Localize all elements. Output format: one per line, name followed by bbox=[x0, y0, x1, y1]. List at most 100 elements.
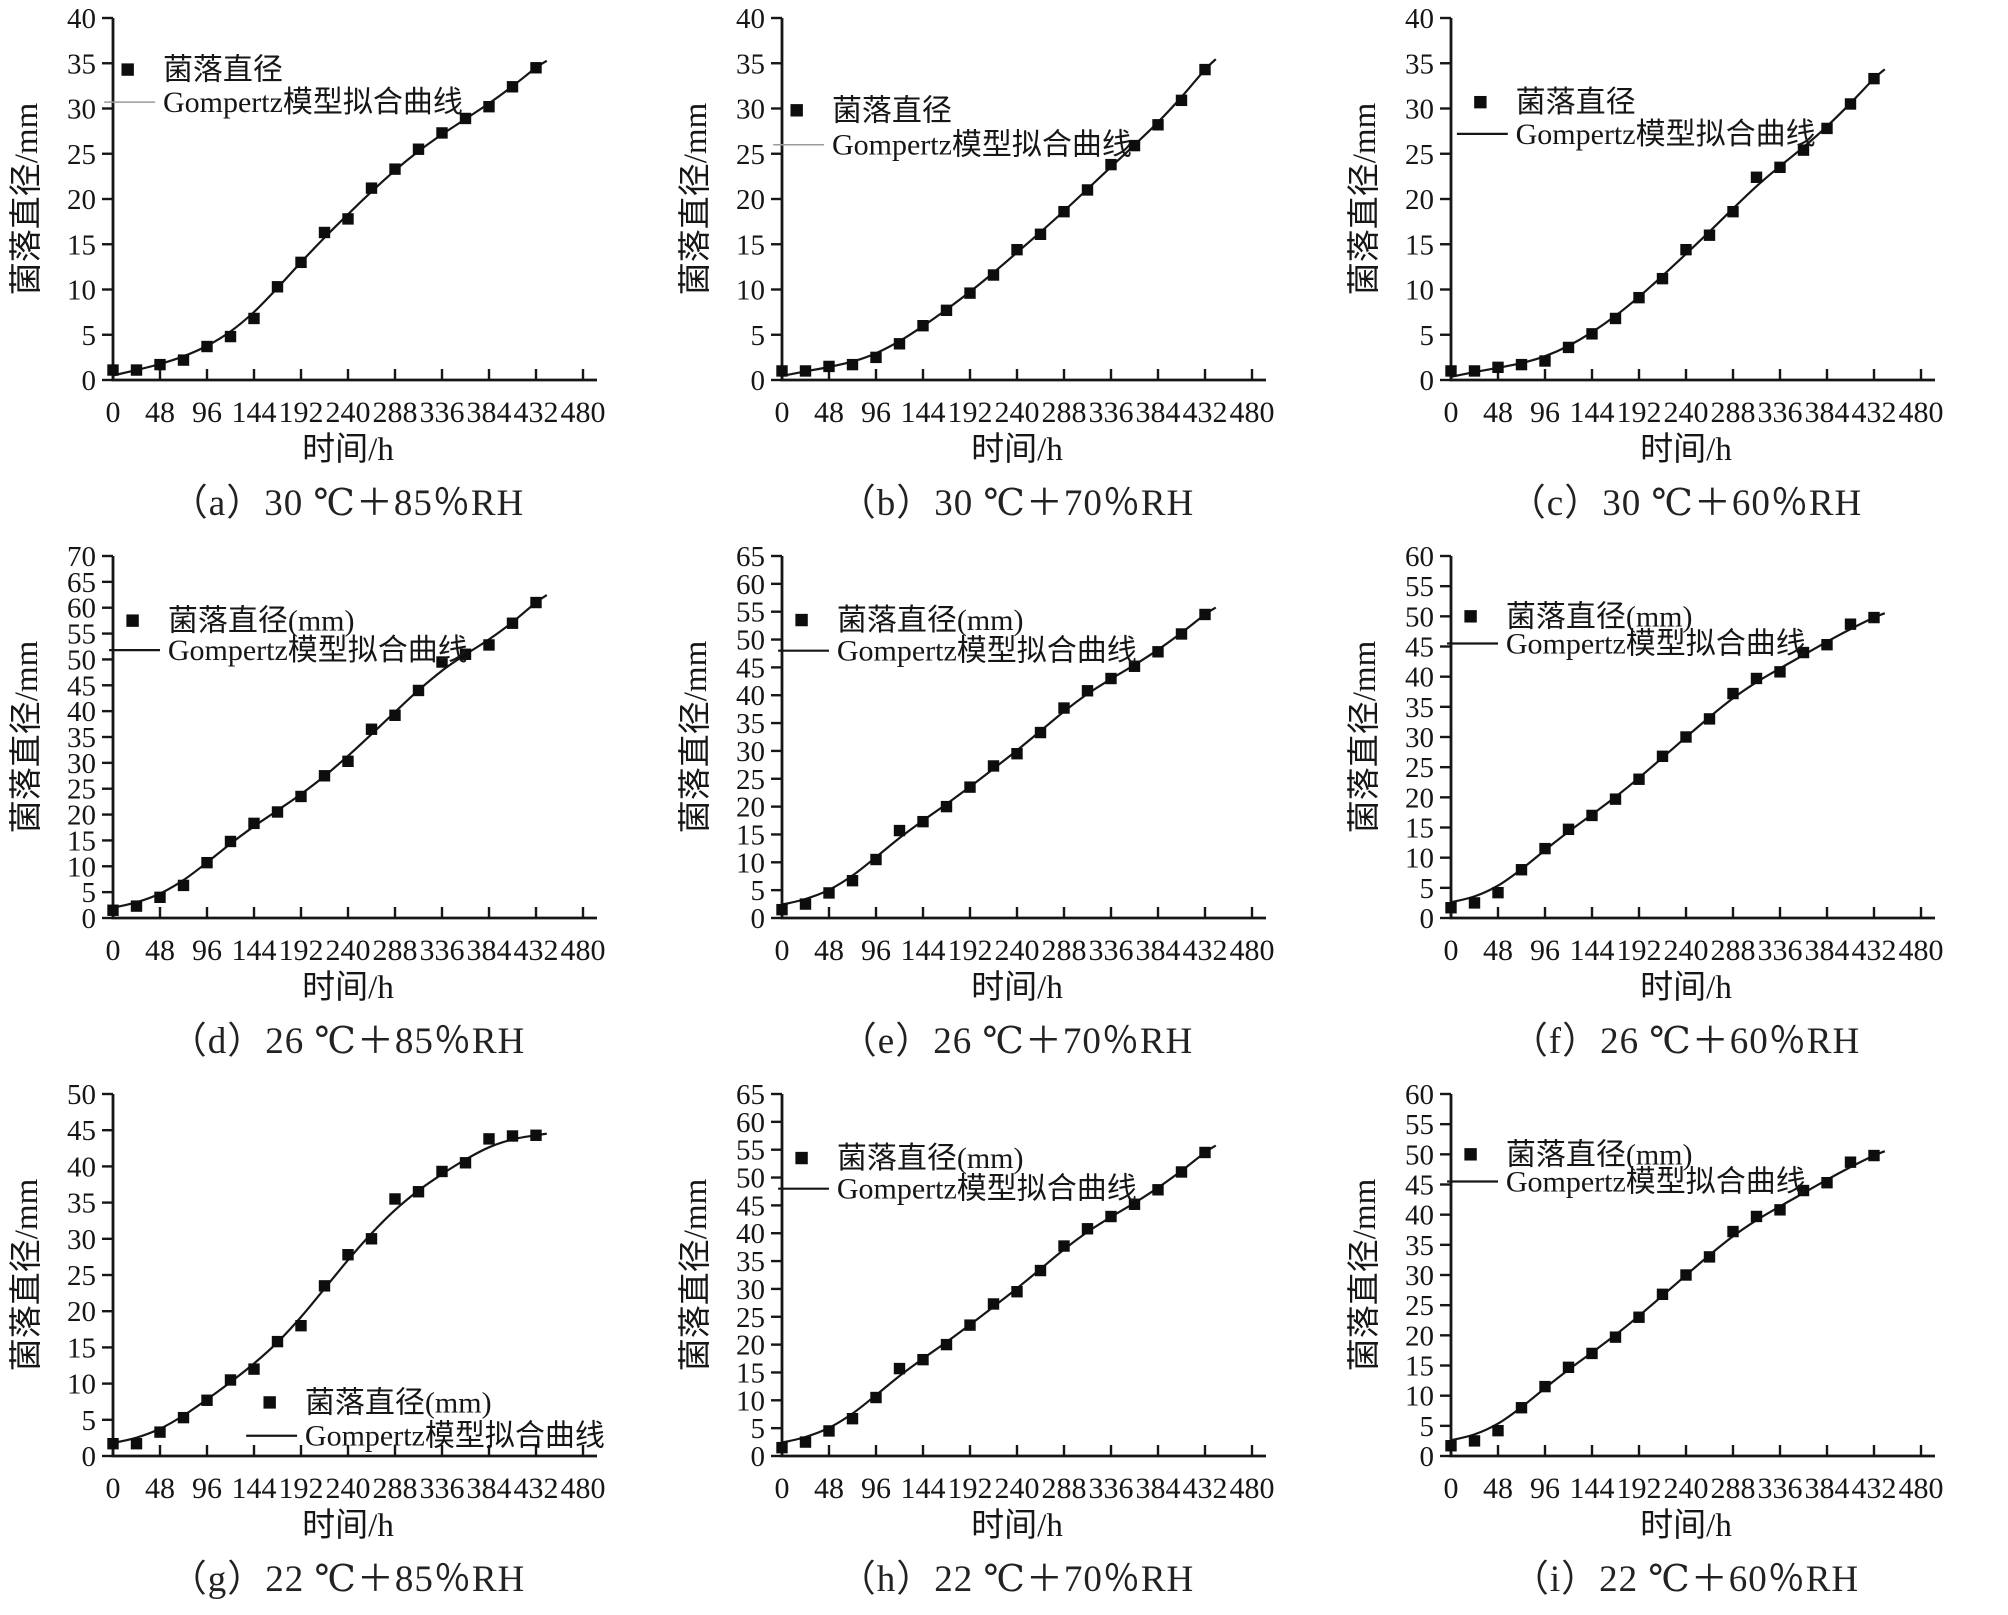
y-tick-label: 40 bbox=[67, 1151, 96, 1183]
data-point-marker bbox=[1081, 1223, 1094, 1235]
data-point-marker bbox=[412, 1186, 425, 1198]
legend-line-label: Gompertz模型拟合曲线 bbox=[832, 129, 1132, 162]
data-point-marker bbox=[1152, 119, 1164, 131]
subplot-c: 0 5 10 15 20 25 30 35 40 0 48 96 144 192 240 288 336 384 4… bbox=[1338, 0, 2007, 538]
y-tick-label: 20 bbox=[736, 1330, 765, 1362]
y-tick-label: 5 bbox=[1420, 320, 1435, 352]
data-point-marker bbox=[483, 1133, 495, 1145]
x-tick-label: 384 bbox=[1805, 396, 1850, 429]
x-tick-label: 336 bbox=[1758, 396, 1803, 429]
legend-marker-swatch bbox=[1474, 95, 1487, 109]
y-tick-label: 35 bbox=[1405, 692, 1434, 724]
x-tick-label: 240 bbox=[1664, 1472, 1709, 1505]
y-tick-label: 55 bbox=[1405, 1109, 1434, 1141]
legend: 菌落直径(mm)Gompertz模型拟合曲线 bbox=[109, 605, 468, 667]
data-point-marker bbox=[389, 163, 401, 175]
data-point-marker bbox=[846, 874, 859, 887]
x-tick-label: 96 bbox=[1530, 396, 1560, 429]
data-point-marker bbox=[271, 281, 284, 293]
y-tick-label: 30 bbox=[1405, 722, 1434, 754]
legend-marker-swatch bbox=[1464, 610, 1477, 623]
y-axis-label: 菌落直径/mm bbox=[8, 640, 45, 833]
x-tick-label: 288 bbox=[1711, 934, 1756, 967]
x-tick-label: 0 bbox=[775, 396, 790, 429]
caption-i: （i）22 ℃＋60％RH bbox=[1511, 1559, 1860, 1600]
x-tick-label: 144 bbox=[901, 396, 946, 429]
data-point-marker bbox=[459, 112, 472, 125]
y-tick-label: 25 bbox=[1405, 139, 1434, 171]
x-tick-label: 144 bbox=[901, 1472, 946, 1505]
y-tick-label: 60 bbox=[736, 1107, 765, 1139]
x-tick-label: 240 bbox=[1664, 396, 1709, 429]
x-axis-label: 时间/h bbox=[1640, 1508, 1732, 1544]
y-tick-label: 35 bbox=[1405, 48, 1434, 80]
y-tick-label: 35 bbox=[736, 708, 765, 740]
data-point-marker bbox=[1034, 228, 1047, 240]
x-tick-label: 192 bbox=[1617, 934, 1662, 967]
x-axis-label: 时间/h bbox=[971, 970, 1063, 1006]
data-point-marker bbox=[987, 1298, 1000, 1310]
x-tick-label: 288 bbox=[1042, 1472, 1087, 1505]
data-point-marker bbox=[201, 340, 213, 353]
y-tick-label: 25 bbox=[67, 1260, 96, 1292]
data-point-marker bbox=[506, 81, 519, 93]
y-axis-label: 菌落直径/mm bbox=[1346, 102, 1383, 295]
data-point-marker bbox=[1468, 897, 1481, 909]
y-axis-label: 菌落直径/mm bbox=[677, 1178, 714, 1371]
data-point-marker bbox=[940, 304, 953, 317]
data-point-marker bbox=[107, 904, 119, 916]
data-point-marker bbox=[1562, 341, 1575, 354]
data-point-marker bbox=[1492, 886, 1504, 899]
legend: 菌落直径(mm)Gompertz模型拟合曲线 bbox=[778, 1142, 1137, 1206]
x-tick-label: 96 bbox=[1530, 1472, 1560, 1505]
x-tick-label: 480 bbox=[1899, 396, 1944, 429]
y-tick-label: 5 bbox=[751, 1413, 766, 1445]
x-tick-label: 144 bbox=[1570, 934, 1615, 967]
data-point-marker bbox=[436, 656, 448, 668]
data-point-marker bbox=[1703, 1251, 1716, 1263]
data-point-marker bbox=[224, 835, 237, 848]
y-tick-label: 45 bbox=[67, 1115, 96, 1147]
data-point-marker bbox=[248, 817, 260, 830]
x-tick-label: 48 bbox=[1483, 934, 1513, 967]
data-point-marker bbox=[130, 900, 143, 912]
data-point-marker bbox=[201, 1394, 213, 1406]
x-axis-label: 时间/h bbox=[971, 432, 1063, 468]
legend-marker-swatch bbox=[121, 63, 134, 76]
y-tick-label: 35 bbox=[67, 48, 96, 80]
x-tick-label: 192 bbox=[1617, 396, 1662, 429]
data-point-marker bbox=[130, 364, 143, 376]
x-axis-label: 时间/h bbox=[302, 970, 394, 1006]
y-tick-label: 15 bbox=[67, 825, 96, 857]
y-axis-label: 菌落直径/mm bbox=[677, 640, 714, 833]
y-tick-label: 5 bbox=[82, 1405, 97, 1437]
legend-marker-swatch bbox=[126, 614, 139, 627]
data-point-marker bbox=[1656, 750, 1669, 763]
data-point-marker bbox=[1199, 1146, 1211, 1159]
data-point-marker bbox=[1844, 1156, 1857, 1168]
subplot-a: 0 5 10 15 20 25 30 35 40 0 48 96 144 192 240 288 336 384 4… bbox=[0, 0, 669, 538]
axis-spines bbox=[1449, 18, 1935, 382]
data-point-marker bbox=[1844, 618, 1857, 630]
y-tick-label: 35 bbox=[1405, 1230, 1434, 1262]
data-point-marker bbox=[1821, 122, 1833, 135]
legend-marker-label: 菌落直径(mm) bbox=[1506, 1138, 1693, 1171]
x-tick-label: 432 bbox=[1183, 396, 1228, 429]
x-tick-label: 432 bbox=[1183, 934, 1228, 967]
data-point-marker bbox=[1633, 773, 1645, 785]
chart-c-canvas: 0 5 10 15 20 25 30 35 40 0 48 96 144 192 240 288 336 384 4… bbox=[1338, 0, 2007, 468]
x-tick-label: 432 bbox=[1852, 934, 1897, 967]
y-tick-label: 45 bbox=[736, 652, 765, 684]
y-tick-label: 45 bbox=[736, 1190, 765, 1222]
y-tick-label: 10 bbox=[736, 275, 765, 307]
y-tick-label: 55 bbox=[736, 597, 765, 629]
data-point-marker bbox=[1011, 243, 1023, 256]
x-tick-label: 240 bbox=[995, 396, 1040, 429]
legend-marker-label: 菌落直径(mm) bbox=[837, 1142, 1024, 1175]
legend-marker-label: 菌落直径 bbox=[1516, 86, 1636, 119]
y-tick-label: 25 bbox=[1405, 752, 1434, 784]
y-tick-label: 0 bbox=[1420, 365, 1435, 397]
x-tick-label: 288 bbox=[1711, 1472, 1756, 1505]
data-point-marker bbox=[1175, 628, 1188, 640]
x-tick-label: 336 bbox=[1758, 934, 1803, 967]
